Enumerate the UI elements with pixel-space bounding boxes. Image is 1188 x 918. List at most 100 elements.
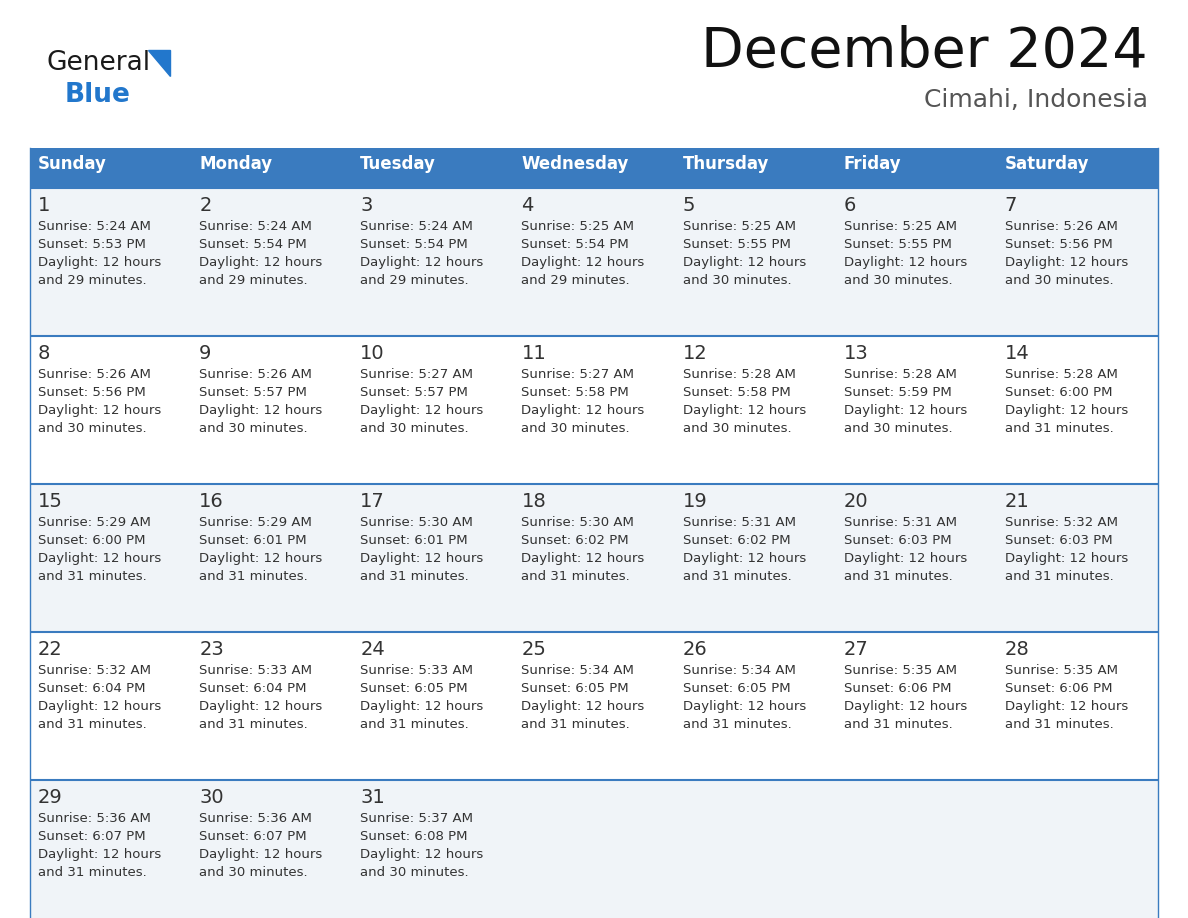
Text: Thursday: Thursday — [683, 155, 769, 173]
Text: 2: 2 — [200, 196, 211, 215]
Text: 10: 10 — [360, 344, 385, 363]
Text: 4: 4 — [522, 196, 533, 215]
Text: and 30 minutes.: and 30 minutes. — [843, 422, 953, 435]
Text: Sunrise: 5:31 AM: Sunrise: 5:31 AM — [683, 516, 796, 529]
Text: and 31 minutes.: and 31 minutes. — [683, 570, 791, 583]
Text: and 31 minutes.: and 31 minutes. — [200, 718, 308, 731]
Text: and 30 minutes.: and 30 minutes. — [200, 866, 308, 879]
Text: and 31 minutes.: and 31 minutes. — [843, 570, 953, 583]
Text: Sunset: 5:56 PM: Sunset: 5:56 PM — [1005, 238, 1113, 251]
Text: Sunset: 6:02 PM: Sunset: 6:02 PM — [522, 534, 630, 547]
Text: Sunrise: 5:34 AM: Sunrise: 5:34 AM — [522, 664, 634, 677]
Text: and 31 minutes.: and 31 minutes. — [200, 570, 308, 583]
Text: Sunrise: 5:29 AM: Sunrise: 5:29 AM — [200, 516, 312, 529]
Text: and 30 minutes.: and 30 minutes. — [360, 866, 469, 879]
Bar — [997, 148, 1158, 188]
Text: Sunset: 6:03 PM: Sunset: 6:03 PM — [1005, 534, 1112, 547]
Text: and 31 minutes.: and 31 minutes. — [360, 718, 469, 731]
Text: Daylight: 12 hours: Daylight: 12 hours — [38, 256, 162, 269]
Text: Daylight: 12 hours: Daylight: 12 hours — [522, 700, 645, 713]
Text: Sunset: 5:58 PM: Sunset: 5:58 PM — [522, 386, 630, 399]
Text: Daylight: 12 hours: Daylight: 12 hours — [200, 256, 322, 269]
Text: Daylight: 12 hours: Daylight: 12 hours — [38, 848, 162, 861]
Bar — [513, 148, 675, 188]
Text: Sunset: 6:05 PM: Sunset: 6:05 PM — [522, 682, 630, 695]
Text: Sunrise: 5:26 AM: Sunrise: 5:26 AM — [200, 368, 312, 381]
Text: Sunrise: 5:32 AM: Sunrise: 5:32 AM — [38, 664, 151, 677]
Text: Sunrise: 5:25 AM: Sunrise: 5:25 AM — [843, 220, 956, 233]
Text: 23: 23 — [200, 640, 223, 659]
Text: Daylight: 12 hours: Daylight: 12 hours — [38, 552, 162, 565]
Text: 27: 27 — [843, 640, 868, 659]
Text: Daylight: 12 hours: Daylight: 12 hours — [683, 256, 805, 269]
Text: 9: 9 — [200, 344, 211, 363]
Text: Sunrise: 5:36 AM: Sunrise: 5:36 AM — [38, 812, 151, 825]
Text: Sunset: 6:01 PM: Sunset: 6:01 PM — [360, 534, 468, 547]
Text: Sunset: 5:59 PM: Sunset: 5:59 PM — [843, 386, 952, 399]
Text: Daylight: 12 hours: Daylight: 12 hours — [200, 700, 322, 713]
Text: 16: 16 — [200, 492, 223, 511]
Text: Sunrise: 5:27 AM: Sunrise: 5:27 AM — [522, 368, 634, 381]
Text: Daylight: 12 hours: Daylight: 12 hours — [200, 848, 322, 861]
Bar — [191, 148, 353, 188]
Text: Sunset: 6:04 PM: Sunset: 6:04 PM — [200, 682, 307, 695]
Text: Daylight: 12 hours: Daylight: 12 hours — [200, 404, 322, 417]
Text: Sunrise: 5:37 AM: Sunrise: 5:37 AM — [360, 812, 473, 825]
Text: and 29 minutes.: and 29 minutes. — [38, 274, 146, 287]
Text: Tuesday: Tuesday — [360, 155, 436, 173]
Text: Daylight: 12 hours: Daylight: 12 hours — [522, 552, 645, 565]
Text: 11: 11 — [522, 344, 546, 363]
Text: 26: 26 — [683, 640, 707, 659]
Text: Sunset: 5:55 PM: Sunset: 5:55 PM — [683, 238, 790, 251]
Text: Saturday: Saturday — [1005, 155, 1089, 173]
Text: Sunrise: 5:24 AM: Sunrise: 5:24 AM — [200, 220, 312, 233]
Text: Sunset: 5:54 PM: Sunset: 5:54 PM — [522, 238, 630, 251]
Text: Sunset: 6:01 PM: Sunset: 6:01 PM — [200, 534, 307, 547]
Text: Daylight: 12 hours: Daylight: 12 hours — [360, 256, 484, 269]
Text: Daylight: 12 hours: Daylight: 12 hours — [683, 404, 805, 417]
Text: Sunset: 5:56 PM: Sunset: 5:56 PM — [38, 386, 146, 399]
Text: Sunrise: 5:33 AM: Sunrise: 5:33 AM — [360, 664, 473, 677]
Text: and 30 minutes.: and 30 minutes. — [683, 274, 791, 287]
Text: 7: 7 — [1005, 196, 1017, 215]
Text: 1: 1 — [38, 196, 50, 215]
Text: 22: 22 — [38, 640, 63, 659]
Text: and 30 minutes.: and 30 minutes. — [38, 422, 146, 435]
Text: and 31 minutes.: and 31 minutes. — [843, 718, 953, 731]
Text: Wednesday: Wednesday — [522, 155, 628, 173]
Text: Sunrise: 5:29 AM: Sunrise: 5:29 AM — [38, 516, 151, 529]
Text: Sunset: 5:54 PM: Sunset: 5:54 PM — [360, 238, 468, 251]
Text: Daylight: 12 hours: Daylight: 12 hours — [360, 848, 484, 861]
Text: Daylight: 12 hours: Daylight: 12 hours — [522, 404, 645, 417]
Text: and 29 minutes.: and 29 minutes. — [522, 274, 630, 287]
Text: 24: 24 — [360, 640, 385, 659]
Text: Sunset: 5:54 PM: Sunset: 5:54 PM — [200, 238, 307, 251]
Polygon shape — [148, 50, 170, 76]
Text: 28: 28 — [1005, 640, 1030, 659]
Text: 31: 31 — [360, 788, 385, 807]
Text: 19: 19 — [683, 492, 707, 511]
Text: Sunset: 6:05 PM: Sunset: 6:05 PM — [683, 682, 790, 695]
Text: Sunset: 6:04 PM: Sunset: 6:04 PM — [38, 682, 145, 695]
Text: Sunrise: 5:28 AM: Sunrise: 5:28 AM — [683, 368, 796, 381]
Text: and 30 minutes.: and 30 minutes. — [360, 422, 469, 435]
Text: and 31 minutes.: and 31 minutes. — [38, 570, 147, 583]
Text: Sunrise: 5:34 AM: Sunrise: 5:34 AM — [683, 664, 796, 677]
Text: Sunrise: 5:30 AM: Sunrise: 5:30 AM — [360, 516, 473, 529]
Text: Daylight: 12 hours: Daylight: 12 hours — [843, 404, 967, 417]
Text: Sunset: 5:58 PM: Sunset: 5:58 PM — [683, 386, 790, 399]
Text: 17: 17 — [360, 492, 385, 511]
Text: Sunrise: 5:35 AM: Sunrise: 5:35 AM — [1005, 664, 1118, 677]
Text: Sunrise: 5:31 AM: Sunrise: 5:31 AM — [843, 516, 956, 529]
Text: Daylight: 12 hours: Daylight: 12 hours — [522, 256, 645, 269]
Text: and 31 minutes.: and 31 minutes. — [1005, 718, 1113, 731]
Text: Friday: Friday — [843, 155, 902, 173]
Bar — [835, 148, 997, 188]
Text: Sunrise: 5:36 AM: Sunrise: 5:36 AM — [200, 812, 312, 825]
Text: Sunset: 5:57 PM: Sunset: 5:57 PM — [200, 386, 307, 399]
Text: 21: 21 — [1005, 492, 1030, 511]
Bar — [675, 148, 835, 188]
Text: Sunset: 6:06 PM: Sunset: 6:06 PM — [1005, 682, 1112, 695]
Bar — [30, 780, 1158, 918]
Text: Sunrise: 5:26 AM: Sunrise: 5:26 AM — [1005, 220, 1118, 233]
